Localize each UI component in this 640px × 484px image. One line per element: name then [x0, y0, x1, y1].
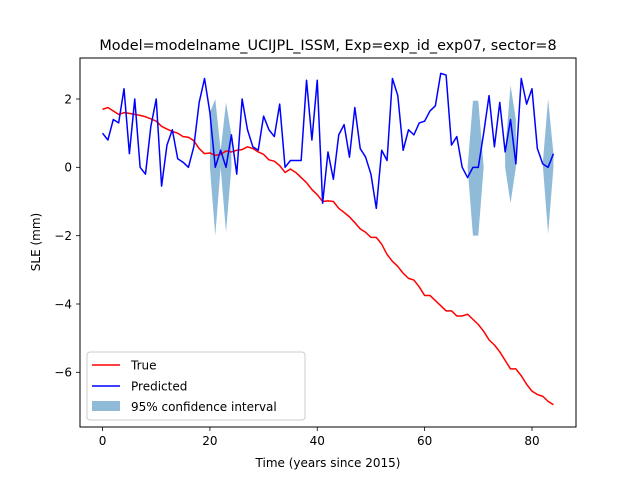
x-axis-ticks: 0 20 40 60 80	[99, 427, 540, 448]
confidence-band-3	[505, 85, 516, 204]
x-tick-label: 40	[310, 434, 325, 448]
plot-frame	[79, 57, 577, 428]
y-tick-label: −6	[54, 366, 72, 380]
y-axis-label: SLE (mm)	[29, 213, 43, 271]
series-lines	[101, 72, 555, 406]
legend-predicted-label: Predicted	[131, 380, 187, 394]
y-tick-label: 0	[64, 161, 72, 175]
y-axis-ticks: −6 −4 −2 0 2	[54, 92, 80, 380]
legend: True Predicted 95% confidence interval	[86, 351, 306, 421]
predicted-series-line	[101, 72, 555, 210]
y-tick-label: −2	[54, 229, 72, 243]
x-tick-label: 80	[524, 434, 539, 448]
y-tick-label: −4	[54, 297, 72, 311]
chart-title: Model=modelname_UCIJPL_ISSM, Exp=exp_id_…	[99, 38, 556, 54]
x-tick-label: 60	[417, 434, 432, 448]
confidence-band-2	[467, 100, 484, 236]
legend-confidence-label: 95% confidence interval	[131, 400, 277, 414]
true-series-line	[102, 106, 554, 406]
x-tick-label: 20	[202, 434, 217, 448]
legend-true-label: True	[130, 359, 157, 373]
x-axis-label: Time (years since 2015)	[255, 456, 401, 470]
legend-confidence-swatch	[92, 401, 120, 411]
legend-frame	[86, 351, 306, 421]
y-tick-label: 2	[64, 92, 72, 106]
x-tick-label: 0	[99, 434, 107, 448]
